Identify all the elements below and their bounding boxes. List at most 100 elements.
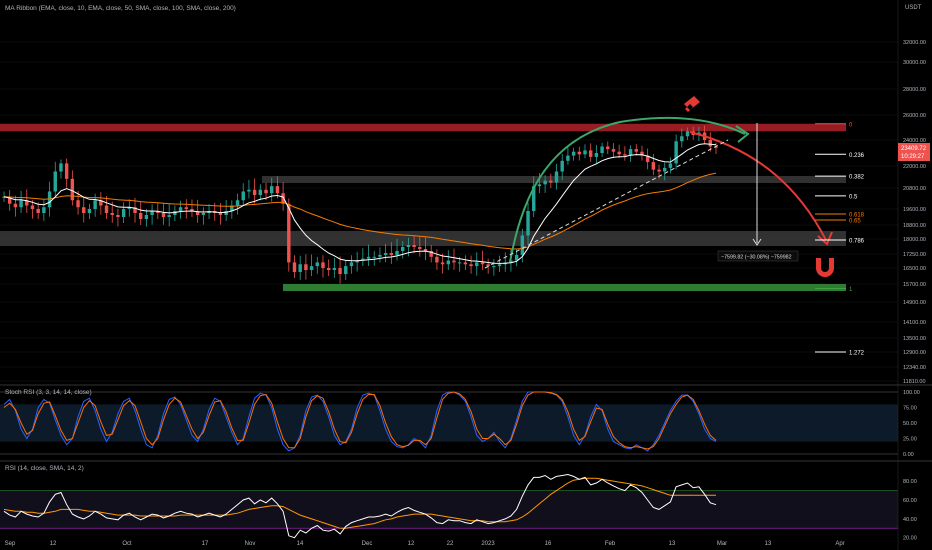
price-tag-value: 23409.72 [901,146,927,152]
stoch-tick-label: 0.00 [903,452,914,458]
candle-body [520,235,525,255]
candle-body [463,262,468,265]
candle-body [190,209,194,211]
candle-body [230,205,234,211]
candle-body [270,186,274,194]
candle-body [611,149,616,152]
candle-body [423,249,428,251]
zones [0,123,846,291]
candle-body [338,268,342,274]
candle-body [440,262,445,265]
rsi-label: RSI (14, close, SMA, 14, 2) [5,465,84,472]
candle-body [59,163,63,172]
stoch-tick-label: 25.00 [903,437,917,443]
candle-body [332,268,337,270]
candle-body [133,207,137,213]
rsi-pane: 80.00 60.00 40.00 20.00 [0,473,917,542]
time-tick-label: Sep [5,541,16,547]
candle-body [321,262,325,268]
candle-body [486,264,490,267]
rsi-band [0,490,898,529]
price-tick-label: 30000.00 [903,60,926,66]
candle-body [355,260,359,263]
price-tick-label: 15700.00 [903,282,926,288]
candle-body [326,268,331,270]
candle-body [435,256,439,263]
candle-body [298,264,302,272]
candle-body [537,184,542,187]
candle-body [344,266,348,274]
candle-body [127,207,132,209]
candle-body [36,209,40,213]
rsi-tick-label: 20.00 [903,536,917,542]
price-tick-label: 26000.00 [903,113,926,119]
rsi-line [3,473,717,539]
candle-body [395,251,399,255]
price-tick-label: 12900.00 [903,350,926,356]
time-tick-label: 16 [545,541,552,547]
time-tick-label: Mar [717,541,727,547]
measure-label: −7599.82 (−30.08%) −759982 [721,255,792,261]
candle-body [7,196,12,204]
candle-body [617,151,621,155]
time-tick-label: Nov [245,541,256,547]
stoch-band [0,404,898,442]
price-tick-label: 20800.00 [903,186,926,192]
candle-body [480,262,485,265]
candle-body [571,151,576,156]
candle-body [258,189,263,195]
candle-body [583,150,587,155]
candle-body [218,213,223,215]
candle-body [161,213,166,217]
candle-body [429,251,433,257]
candle-body [110,213,114,215]
fib-label-0.65: 0.65 [849,219,861,225]
candle-body [19,200,23,208]
fib-label-0.382: 0.382 [849,175,865,181]
price-tick-label: 24000.00 [903,138,926,144]
fib-label-0.786: 0.786 [849,239,865,245]
candle-body [623,154,627,156]
down-arrow [689,131,827,241]
ema10-line [3,143,717,264]
candle-body [685,131,690,137]
candle-body [361,258,365,261]
candle-body [304,264,308,270]
price-tick-label: 13500.00 [903,336,926,342]
rsi-ma-line [3,477,716,529]
candle-body [594,153,599,157]
candle-body [469,264,473,267]
candle-body [406,245,411,247]
magnet-icon [816,258,834,277]
candle-body [657,169,661,172]
arc-arrow-head [735,125,750,143]
candle-body [628,149,633,156]
price-tag-countdown: 10:29:27 [901,154,925,160]
candle-body [201,213,206,215]
candle-body [634,149,638,152]
candle-body [70,178,75,201]
time-tick-label: 12 [408,541,415,547]
candle-body [680,136,684,142]
stoch-tick-label: 50.00 [903,421,917,427]
time-tick-label: 22 [447,541,454,547]
candle-body [275,186,280,194]
candle-body [446,260,450,265]
candle-body [383,253,388,255]
candle-body [121,209,126,217]
candle-body [184,207,188,209]
candle-body [167,215,171,217]
candle-body [104,205,109,213]
ma-ribbon-label: MA Ribbon (EMA, close, 10, EMA, close, 5… [5,5,236,12]
candle-body [82,207,86,213]
fib-label-0.618: 0.618 [849,213,865,219]
measure-arrow [752,238,762,246]
price-tick-label: 16500.00 [903,266,926,272]
time-tick-label: 17 [202,541,209,547]
candle-body [292,262,297,272]
candle-body [25,200,29,206]
candle-body [264,189,268,194]
candle-body [412,245,416,247]
fib-label-0.5: 0.5 [849,194,858,200]
